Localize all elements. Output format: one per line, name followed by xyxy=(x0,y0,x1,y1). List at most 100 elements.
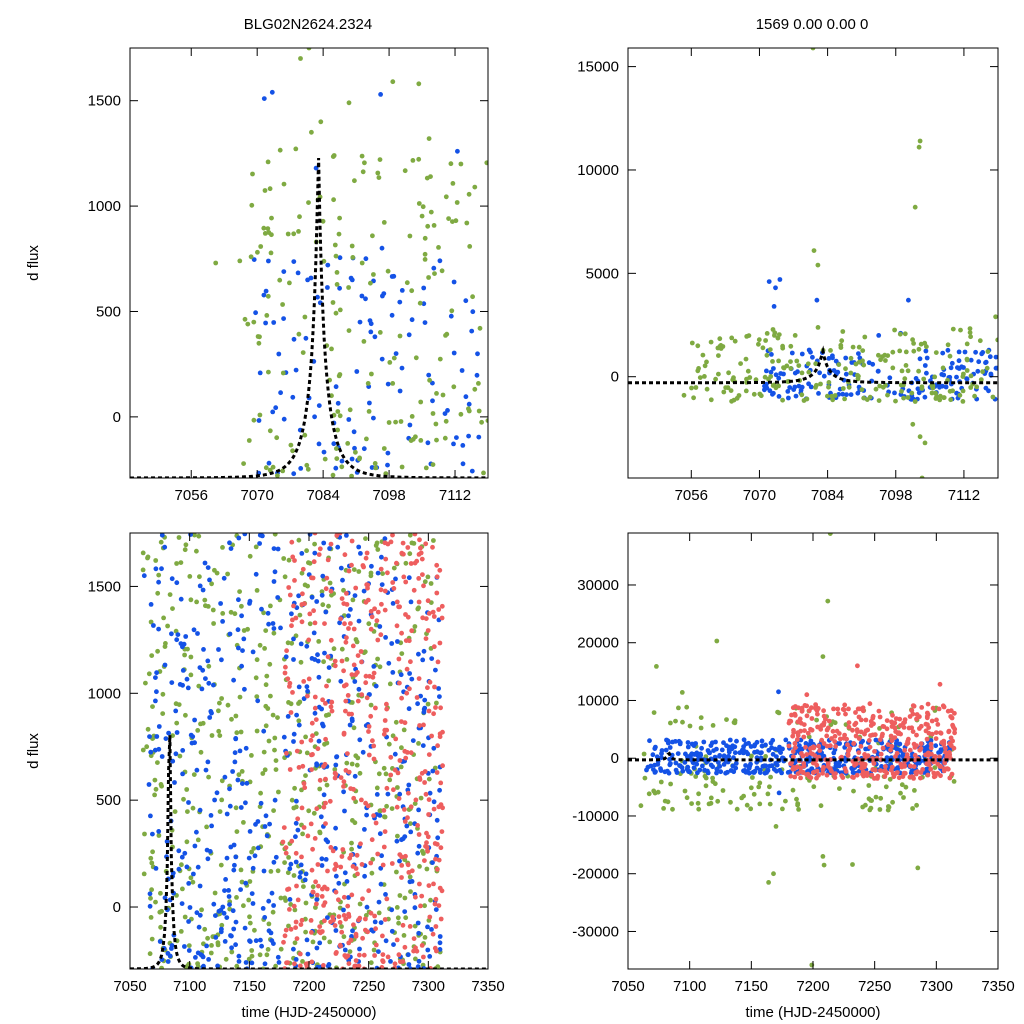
data-point xyxy=(846,706,851,712)
data-point xyxy=(889,744,895,749)
data-point xyxy=(293,834,298,840)
data-point xyxy=(369,837,375,843)
data-point xyxy=(169,631,174,637)
data-point xyxy=(421,301,427,307)
data-point xyxy=(157,939,163,944)
data-point xyxy=(821,741,827,746)
data-point xyxy=(416,676,422,681)
data-point xyxy=(825,598,831,604)
data-point xyxy=(347,855,353,861)
data-point xyxy=(204,824,210,830)
data-point xyxy=(268,869,274,874)
data-point xyxy=(975,368,981,374)
data-point xyxy=(192,717,198,723)
data-point xyxy=(298,870,303,875)
data-point xyxy=(776,358,781,364)
data-point xyxy=(474,372,480,378)
data-point xyxy=(967,330,973,335)
data-point xyxy=(220,619,226,624)
data-point xyxy=(186,881,192,886)
data-point xyxy=(481,470,486,476)
data-point xyxy=(195,837,201,843)
data-point xyxy=(924,370,929,376)
data-point xyxy=(276,789,281,795)
data-point xyxy=(756,341,761,347)
data-point xyxy=(294,712,299,718)
x-tick-label: 7070 xyxy=(240,487,273,504)
data-point xyxy=(376,949,381,954)
data-point xyxy=(194,599,200,605)
data-point xyxy=(341,587,346,593)
data-point xyxy=(937,681,943,687)
data-point xyxy=(143,680,148,686)
data-point xyxy=(909,708,915,713)
data-point xyxy=(350,643,356,649)
data-point xyxy=(892,735,898,740)
data-point xyxy=(276,960,282,965)
data-point xyxy=(146,671,152,677)
data-point xyxy=(349,538,355,544)
data-point xyxy=(382,607,388,613)
data-point xyxy=(275,954,281,960)
x-tick-label: 7056 xyxy=(675,487,708,504)
data-point xyxy=(836,731,842,736)
data-point xyxy=(275,595,281,600)
data-point xyxy=(826,384,831,390)
data-point xyxy=(918,746,924,751)
data-point xyxy=(700,763,705,769)
data-point xyxy=(936,706,942,712)
data-point xyxy=(948,708,954,714)
x-tick-label: 7300 xyxy=(920,978,953,995)
data-point xyxy=(425,848,430,854)
data-point xyxy=(651,710,657,715)
x-tick-label: 7350 xyxy=(981,978,1014,995)
data-point xyxy=(296,718,302,724)
data-point xyxy=(860,705,866,711)
data-point xyxy=(702,767,707,773)
data-point xyxy=(159,754,165,759)
data-point xyxy=(304,750,310,756)
data-point xyxy=(743,769,749,775)
x-tick-label: 7050 xyxy=(113,978,146,995)
data-point xyxy=(412,905,418,911)
data-point xyxy=(160,691,166,697)
data-point xyxy=(301,696,307,702)
data-point xyxy=(343,639,349,645)
data-point xyxy=(363,555,369,561)
data-point xyxy=(911,776,916,781)
data-point xyxy=(440,392,446,398)
data-point xyxy=(231,867,237,873)
data-point xyxy=(431,538,436,543)
data-point xyxy=(178,596,184,602)
x-tick-label: 7070 xyxy=(743,487,776,504)
data-point xyxy=(390,79,396,85)
data-point xyxy=(732,338,738,344)
data-point xyxy=(180,668,186,673)
data-point xyxy=(386,420,392,425)
data-point xyxy=(890,365,896,371)
data-point xyxy=(189,740,195,746)
data-point xyxy=(152,747,158,753)
data-point xyxy=(383,556,389,562)
data-point xyxy=(293,919,299,925)
data-point xyxy=(385,570,390,576)
data-point xyxy=(277,147,283,153)
data-point xyxy=(895,765,900,771)
data-point xyxy=(266,921,272,927)
data-point xyxy=(799,392,805,398)
data-point xyxy=(842,766,848,771)
data-point xyxy=(146,782,152,787)
data-point xyxy=(897,741,903,747)
data-point xyxy=(351,795,357,801)
data-point xyxy=(289,640,295,646)
data-point xyxy=(433,924,439,929)
data-point xyxy=(257,541,262,546)
data-point xyxy=(796,383,802,389)
data-point xyxy=(924,715,930,721)
data-point xyxy=(918,770,924,775)
data-point xyxy=(416,741,421,746)
data-point xyxy=(393,576,398,582)
data-point xyxy=(342,947,348,953)
data-point xyxy=(219,657,224,663)
data-point xyxy=(743,388,749,394)
